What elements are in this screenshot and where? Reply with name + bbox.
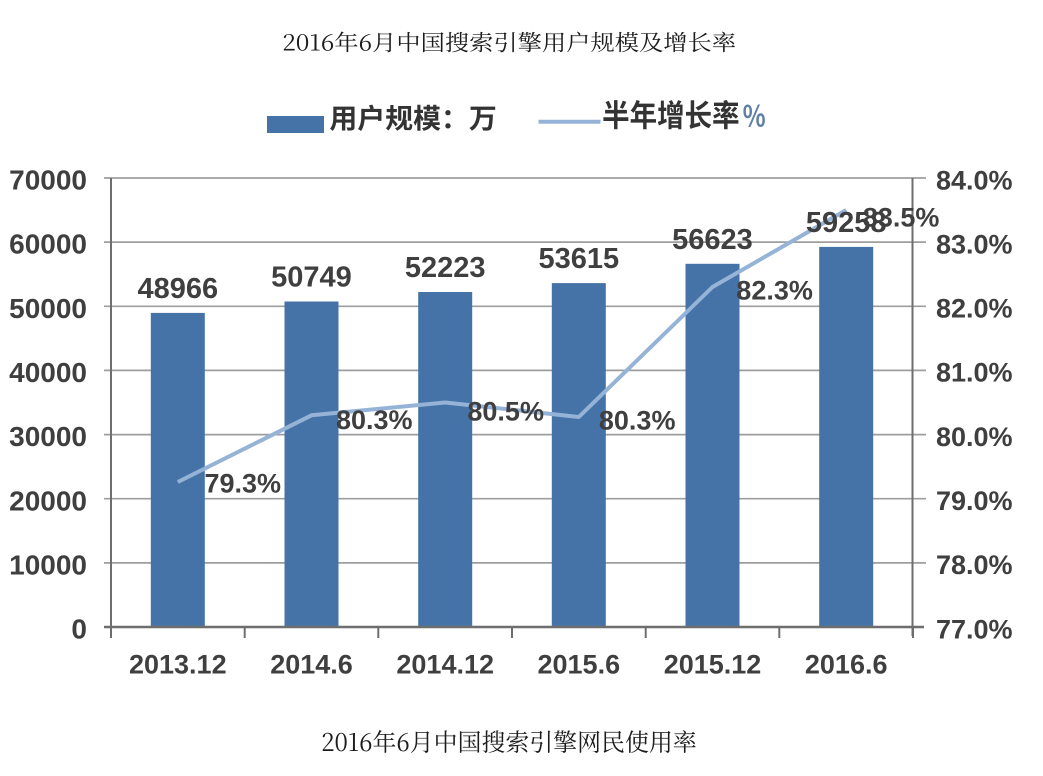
svg-text:83.0%: 83.0% <box>936 229 1013 259</box>
svg-text:48966: 48966 <box>137 273 218 305</box>
svg-text:82.3%: 82.3% <box>736 276 813 306</box>
svg-text:2014.6: 2014.6 <box>270 650 353 680</box>
svg-text:82.0%: 82.0% <box>936 294 1013 324</box>
svg-text:59258: 59258 <box>806 207 887 239</box>
svg-text:2016.6: 2016.6 <box>805 650 888 680</box>
svg-text:81.0%: 81.0% <box>936 358 1013 388</box>
svg-text:0: 0 <box>71 614 87 645</box>
svg-text:52223: 52223 <box>405 252 486 284</box>
svg-text:50749: 50749 <box>271 262 352 294</box>
svg-text:83.5%: 83.5% <box>863 203 940 233</box>
svg-text:80.3%: 80.3% <box>336 405 413 435</box>
svg-text:78.0%: 78.0% <box>936 550 1013 580</box>
svg-text:2015.12: 2015.12 <box>664 650 762 680</box>
svg-text:80.5%: 80.5% <box>467 397 544 427</box>
svg-text:56623: 56623 <box>672 224 753 256</box>
svg-text:79.3%: 79.3% <box>205 469 282 499</box>
svg-text:2015.6: 2015.6 <box>538 650 621 680</box>
svg-text:10000: 10000 <box>9 550 87 581</box>
svg-text:2014.12: 2014.12 <box>396 650 494 680</box>
svg-text:40000: 40000 <box>9 357 87 388</box>
svg-text:30000: 30000 <box>9 421 87 452</box>
svg-text:84.0%: 84.0% <box>936 165 1013 195</box>
svg-text:77.0%: 77.0% <box>936 614 1013 644</box>
svg-text:70000: 70000 <box>9 165 87 196</box>
svg-text:53615: 53615 <box>538 243 619 275</box>
svg-text:60000: 60000 <box>9 229 87 260</box>
svg-text:80.3%: 80.3% <box>599 406 676 436</box>
svg-text:2013.12: 2013.12 <box>129 650 227 680</box>
svg-text:50000: 50000 <box>9 293 87 324</box>
svg-text:20000: 20000 <box>9 485 87 516</box>
svg-text:79.0%: 79.0% <box>936 486 1013 516</box>
svg-text:80.0%: 80.0% <box>936 422 1013 452</box>
